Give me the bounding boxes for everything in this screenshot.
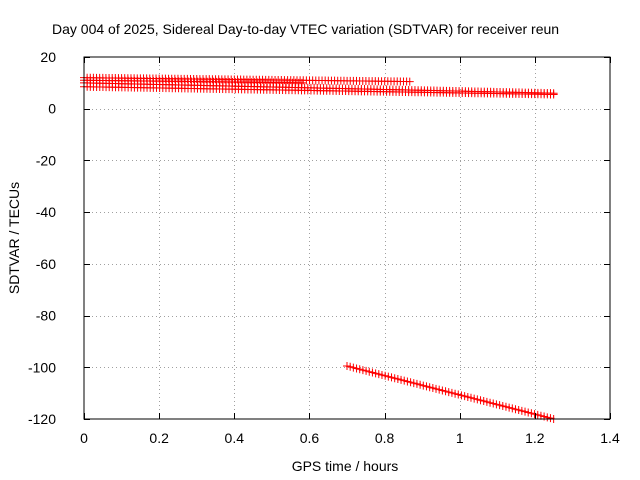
data-point <box>460 392 469 401</box>
data-point <box>438 386 447 395</box>
y-tick-label: -120 <box>28 411 56 427</box>
data-point <box>362 366 371 375</box>
data-point <box>454 390 463 399</box>
data-point <box>419 381 428 390</box>
data-points <box>80 73 558 423</box>
axis-ticks <box>84 57 611 420</box>
data-point <box>527 409 536 418</box>
data-point <box>390 374 399 383</box>
data-point <box>486 398 495 407</box>
x-tick-label: 1.4 <box>600 430 620 446</box>
data-point <box>346 362 355 371</box>
y-tick-label: -40 <box>36 204 56 220</box>
data-point <box>463 392 472 401</box>
data-point <box>543 413 552 422</box>
data-point <box>425 383 434 392</box>
data-point <box>444 388 453 397</box>
x-tick-label: 1 <box>456 430 464 446</box>
data-point <box>365 367 374 376</box>
data-point <box>393 375 402 384</box>
series-track-e <box>343 361 558 423</box>
data-point <box>457 391 466 400</box>
data-point <box>377 370 386 379</box>
data-point <box>403 377 412 386</box>
data-point <box>479 397 488 406</box>
x-tick-labels: 0 0.2 0.4 0.6 0.8 1 1.2 1.4 <box>80 430 620 446</box>
data-point <box>358 366 367 375</box>
y-tick-label: -20 <box>36 152 56 168</box>
y-tick-label: -60 <box>36 256 56 272</box>
plot-frame <box>83 56 611 420</box>
series-track-d <box>80 82 558 99</box>
data-point <box>374 370 383 379</box>
data-point <box>476 396 485 405</box>
x-axis-label: GPS time / hours <box>292 458 399 474</box>
data-point <box>511 405 520 414</box>
data-point <box>495 401 504 410</box>
y-tick-label: 20 <box>40 49 56 65</box>
x-tick-label: 0.4 <box>225 430 245 446</box>
data-point <box>384 372 393 381</box>
data-point <box>451 389 460 398</box>
data-point <box>368 368 377 377</box>
data-point <box>406 378 415 387</box>
data-point <box>473 395 482 404</box>
data-point <box>432 384 441 393</box>
y-tick-labels: 20 0 -20 -40 -60 -80 -100 -120 <box>28 49 56 427</box>
data-point <box>524 408 533 417</box>
data-point <box>505 403 514 412</box>
x-tick-label: 0.2 <box>149 430 169 446</box>
x-tick-label: 1.2 <box>525 430 545 446</box>
data-point <box>501 402 510 411</box>
data-point <box>470 394 479 403</box>
data-point <box>409 379 418 388</box>
data-point <box>381 371 390 380</box>
data-point <box>428 384 437 393</box>
data-point <box>489 399 498 408</box>
x-tick-label: 0 <box>80 430 88 446</box>
data-point <box>371 369 380 378</box>
data-point <box>422 382 431 391</box>
y-axis-label: SDTVAR / TECUs <box>6 182 22 294</box>
data-point <box>349 363 358 372</box>
y-tick-label: -100 <box>28 359 56 375</box>
chart-title: Day 004 of 2025, Sidereal Day-to-day VTE… <box>52 21 559 37</box>
data-point <box>549 90 558 99</box>
data-point <box>482 397 491 406</box>
y-tick-label: 0 <box>48 101 56 117</box>
data-point <box>466 393 475 402</box>
data-point <box>508 404 517 413</box>
data-point <box>441 387 450 396</box>
data-point <box>416 380 425 389</box>
data-point <box>546 414 555 423</box>
data-point <box>536 411 545 420</box>
y-tick-label: -80 <box>36 308 56 324</box>
data-point <box>397 375 406 384</box>
x-tick-label: 0.8 <box>375 430 395 446</box>
x-tick-label: 0.6 <box>300 430 320 446</box>
data-point <box>435 385 444 394</box>
data-point <box>343 361 351 370</box>
data-point <box>521 407 530 416</box>
data-point <box>514 406 523 415</box>
data-point <box>530 410 539 419</box>
data-point <box>412 379 421 388</box>
data-point <box>352 364 361 373</box>
data-point <box>405 77 414 86</box>
data-point <box>447 388 456 397</box>
data-point <box>498 401 507 410</box>
grid-lines <box>84 57 610 419</box>
data-point <box>400 376 409 385</box>
data-point <box>492 400 501 409</box>
data-point <box>355 365 364 374</box>
data-point <box>387 373 396 382</box>
data-point <box>517 406 526 415</box>
